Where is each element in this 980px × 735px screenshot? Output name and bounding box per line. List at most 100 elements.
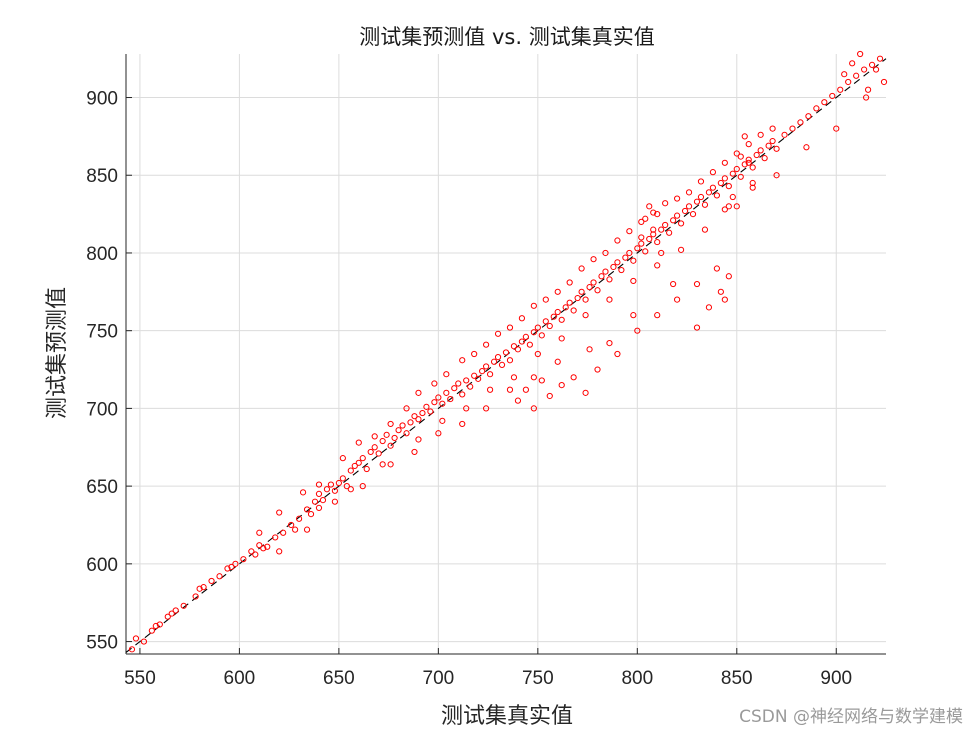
y-tick-label: 900 bbox=[86, 89, 118, 110]
data-point bbox=[315, 490, 323, 497]
data-point bbox=[725, 273, 732, 280]
data-point bbox=[455, 380, 462, 387]
data-point bbox=[626, 249, 633, 257]
data-point bbox=[717, 288, 724, 295]
data-point bbox=[391, 434, 398, 442]
data-point bbox=[415, 389, 422, 396]
data-point bbox=[598, 273, 605, 280]
data-point bbox=[522, 333, 529, 341]
data-point bbox=[518, 315, 526, 322]
data-point bbox=[570, 374, 577, 381]
data-point bbox=[697, 193, 705, 201]
data-point bbox=[769, 125, 776, 132]
data-point bbox=[745, 141, 752, 148]
data-point bbox=[280, 529, 287, 536]
data-point bbox=[514, 346, 522, 353]
data-point bbox=[693, 198, 701, 205]
data-point bbox=[379, 437, 386, 445]
data-point bbox=[303, 526, 311, 533]
data-point bbox=[626, 228, 633, 235]
data-point bbox=[693, 280, 701, 288]
data-point bbox=[590, 279, 597, 286]
data-point bbox=[574, 294, 581, 302]
data-point bbox=[276, 509, 283, 516]
data-point bbox=[610, 263, 617, 271]
data-point bbox=[367, 448, 374, 456]
data-point bbox=[833, 125, 840, 132]
data-point bbox=[749, 164, 756, 171]
x-tick-label: 600 bbox=[224, 668, 256, 689]
data-point bbox=[510, 343, 518, 350]
data-point bbox=[387, 442, 394, 449]
data-point bbox=[849, 60, 856, 67]
data-point bbox=[415, 416, 422, 423]
data-point bbox=[383, 431, 390, 438]
data-point bbox=[343, 483, 350, 490]
y-tick-label: 750 bbox=[86, 322, 118, 343]
data-point bbox=[803, 144, 810, 151]
data-point bbox=[673, 195, 681, 202]
data-point bbox=[546, 322, 553, 330]
y-tick-label: 650 bbox=[86, 477, 118, 498]
data-point bbox=[753, 151, 760, 159]
data-point bbox=[200, 584, 207, 591]
data-point bbox=[630, 312, 637, 319]
data-point bbox=[737, 153, 744, 160]
data-point bbox=[868, 61, 876, 68]
data-point bbox=[451, 385, 458, 392]
data-point bbox=[319, 497, 327, 504]
data-point bbox=[721, 206, 728, 213]
data-point bbox=[288, 521, 295, 529]
data-point bbox=[689, 211, 697, 218]
data-point bbox=[578, 288, 585, 295]
data-point bbox=[272, 534, 279, 541]
tick-labels: 550 600 650 700 750 800 850 900 550 600 650 700 750 8… bbox=[86, 89, 852, 689]
data-point bbox=[558, 316, 565, 323]
data-point bbox=[443, 371, 450, 378]
data-point bbox=[471, 350, 478, 358]
data-point bbox=[339, 455, 346, 462]
data-point bbox=[295, 515, 303, 522]
data-point bbox=[741, 161, 748, 168]
data-point bbox=[713, 265, 720, 272]
data-point bbox=[506, 357, 514, 364]
data-point bbox=[518, 338, 526, 345]
data-point bbox=[757, 131, 764, 138]
data-point bbox=[670, 217, 677, 224]
data-point bbox=[614, 237, 621, 244]
data-point bbox=[399, 422, 406, 429]
data-point bbox=[506, 324, 514, 331]
data-point bbox=[463, 377, 470, 384]
data-point bbox=[526, 341, 533, 348]
data-point bbox=[486, 371, 494, 378]
data-point bbox=[132, 635, 140, 642]
data-point bbox=[737, 173, 744, 180]
data-point bbox=[749, 184, 756, 191]
data-point bbox=[486, 386, 494, 393]
data-point bbox=[717, 179, 724, 187]
data-point bbox=[315, 504, 323, 511]
data-point bbox=[164, 613, 171, 620]
data-point bbox=[709, 169, 717, 176]
data-point bbox=[630, 257, 637, 264]
data-point bbox=[646, 235, 653, 243]
data-point bbox=[725, 203, 732, 210]
data-point bbox=[256, 542, 263, 549]
data-point bbox=[459, 357, 466, 364]
data-point bbox=[355, 439, 362, 446]
data-point bbox=[431, 380, 438, 387]
data-point bbox=[765, 142, 772, 149]
data-point bbox=[232, 560, 239, 567]
y-tick-label: 600 bbox=[86, 555, 118, 576]
data-point bbox=[347, 467, 354, 474]
data-point bbox=[506, 386, 514, 393]
data-point bbox=[721, 175, 728, 182]
data-point bbox=[148, 627, 155, 634]
data-point bbox=[419, 409, 426, 417]
data-point bbox=[602, 249, 609, 257]
data-point bbox=[769, 137, 776, 145]
data-point bbox=[602, 268, 609, 275]
data-point bbox=[853, 72, 860, 79]
data-point bbox=[773, 172, 780, 179]
data-point bbox=[315, 481, 323, 488]
